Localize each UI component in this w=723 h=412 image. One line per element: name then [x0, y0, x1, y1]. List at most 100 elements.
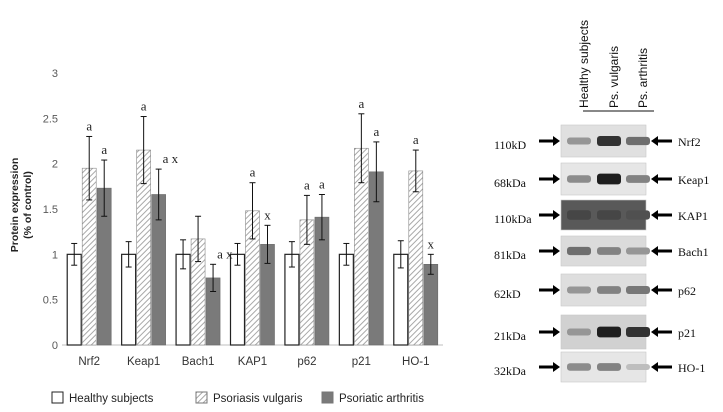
left-arrow-head-icon [553, 174, 560, 184]
molecular-weight-label: 32kDa [494, 364, 527, 378]
blot-row-p21: 21kDa p21 [494, 314, 696, 350]
molecular-weight-label: 68kDa [494, 176, 527, 190]
blot-lane-headers: Healthy subjects Ps. vulgaris Ps. arthriti… [577, 20, 654, 112]
blot-band [597, 363, 621, 371]
y-tick-label: 1.5 [43, 204, 58, 216]
protein-label: KAP1 [678, 209, 708, 223]
blot-band [597, 135, 621, 147]
legend-label: Healthy subjects [69, 393, 154, 405]
protein-label: HO-1 [678, 361, 705, 375]
protein-label: Bach1 [678, 245, 709, 259]
bar-HO-1-1 [408, 170, 424, 346]
blot-row-KAP1: 110kDa KAP1 [494, 199, 708, 231]
annotation-label: a [373, 124, 379, 139]
error-bars [71, 113, 434, 293]
left-arrow-head-icon [553, 210, 560, 220]
category-label: Nrf2 [78, 356, 100, 368]
right-arrow-head-icon [651, 285, 658, 295]
category-labels: Nrf2 Keap1 Bach1 KAP1 p62 p21 HO-1 [78, 356, 429, 368]
molecular-weight-label: 81kDa [494, 248, 527, 262]
y-tick-label: 0.5 [43, 295, 58, 307]
y-tick-label: 1 [52, 249, 58, 261]
bar-Nrf2-0 [66, 253, 82, 346]
category-label: KAP1 [238, 356, 267, 368]
blot-band [626, 364, 650, 370]
protein-label: Nrf2 [678, 135, 701, 149]
protein-label: p62 [678, 284, 696, 298]
blot-band [597, 326, 621, 338]
blot-band [626, 326, 650, 338]
right-arrow-head-icon [651, 327, 658, 337]
molecular-weight-label: 110kD [494, 138, 527, 152]
blot-band [567, 175, 591, 183]
annotation-label: a [304, 177, 310, 192]
annotation-label: a x [163, 151, 179, 166]
molecular-weight-label: 62kD [494, 287, 521, 301]
legend-label: Psoriatic arthritis [339, 393, 424, 405]
left-arrow-head-icon [553, 246, 560, 256]
bar-p21-0 [338, 253, 354, 346]
right-arrow-head-icon [651, 362, 658, 372]
category-label: Bach1 [182, 356, 215, 368]
legend-swatch-1 [195, 391, 208, 404]
category-label: p21 [352, 356, 371, 368]
molecular-weight-label: 21kDa [494, 329, 527, 343]
y-tick-label: 0 [52, 340, 58, 352]
bar-KAP1-0 [229, 253, 246, 346]
blot-band [567, 210, 591, 220]
left-arrow-head-icon [553, 327, 560, 337]
legend: Healthy subjects Psoriasis vulgaris Psoria… [51, 391, 424, 405]
blot-band [626, 175, 650, 183]
lane-header: Healthy subjects [577, 20, 591, 108]
y-tick-label: 2 [52, 159, 58, 171]
legend-label: Psoriasis vulgaris [213, 393, 303, 405]
blot-band [597, 173, 621, 185]
blot-band [626, 210, 650, 220]
left-arrow-head-icon [553, 136, 560, 146]
left-arrow-head-icon [553, 285, 560, 295]
blot-band [597, 247, 621, 255]
right-arrow-head-icon [651, 174, 658, 184]
annotation-label: a x [217, 246, 233, 261]
bar-HO-1-2 [423, 264, 439, 346]
protein-label: p21 [678, 326, 696, 340]
annotation-label: a [101, 142, 107, 157]
blot-row-Nrf2: 110kD Nrf2 [494, 124, 701, 158]
y-axis-label-line1: Protein expression [9, 158, 21, 253]
blot-band [626, 136, 650, 146]
blot-band [567, 328, 591, 336]
protein-label: Keap1 [678, 173, 709, 187]
bar-Keap1-0 [121, 253, 137, 346]
molecular-weight-label: 110kDa [494, 212, 532, 226]
y-axis-label-line2: (% of control) [22, 171, 34, 239]
blot-row-Bach1: 81kDa Bach1 [494, 235, 709, 267]
right-arrow-head-icon [651, 210, 658, 220]
blot-row-HO-1: 32kDa HO-1 [494, 351, 705, 383]
left-arrow-head-icon [553, 362, 560, 372]
blot-band [597, 286, 621, 294]
blot-band [626, 247, 650, 255]
annotation-label: x [428, 236, 435, 251]
lane-header: Ps. arthritis [636, 48, 650, 108]
blot-band [626, 286, 650, 294]
right-arrow-head-icon [651, 136, 658, 146]
blot-row-p62: 62kD p62 [494, 273, 696, 307]
western-blot-panel: Healthy subjects Ps. vulgaris Ps. arthriti… [494, 20, 709, 383]
bar-p62-0 [284, 253, 300, 346]
annotation-label: a [141, 99, 147, 114]
y-axis-ticks: 0 0.5 1 1.5 2 2.5 3 [43, 68, 58, 352]
blot-row-Keap1: 68kDa Keap1 [494, 162, 709, 196]
annotation-label: a [319, 176, 325, 191]
blot-band [567, 137, 591, 145]
blot-band [567, 246, 591, 256]
category-label: p62 [297, 356, 316, 368]
category-label: HO-1 [402, 356, 429, 368]
legend-swatch-2 [321, 391, 334, 404]
blot-band [567, 286, 591, 294]
blot-band [567, 363, 591, 371]
annotation-label: x [264, 207, 271, 222]
bars [66, 147, 439, 346]
annotation-label: a [86, 118, 92, 133]
y-tick-label: 2.5 [43, 113, 58, 125]
